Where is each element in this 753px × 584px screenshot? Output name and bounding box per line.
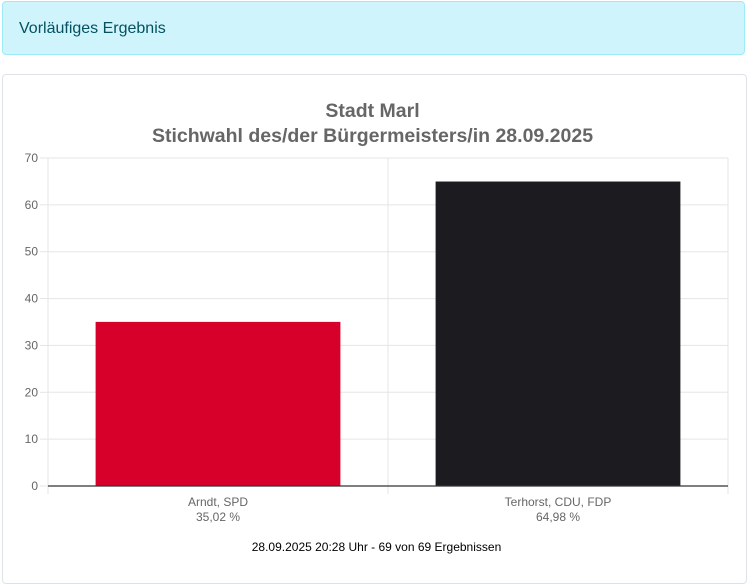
x-value-label: 64,98 % — [536, 510, 580, 524]
bar-2 — [435, 181, 681, 487]
y-tick-label: 20 — [25, 385, 39, 399]
y-tick-label: 70 — [25, 151, 39, 165]
y-tick-label: 0 — [31, 479, 38, 493]
y-tick-label: 50 — [25, 245, 39, 259]
x-category-label: Arndt, SPD — [188, 495, 248, 509]
y-tick-label: 40 — [25, 292, 39, 306]
y-tick-label: 30 — [25, 338, 39, 352]
results-footer: 28.09.2025 20:28 Uhr - 69 von 69 Ergebni… — [251, 540, 502, 554]
bar-1 — [95, 321, 341, 486]
x-value-label: 35,02 % — [196, 510, 240, 524]
alert-text: Vorläufiges Ergebnis — [19, 20, 166, 37]
chart-title-line-1: Stadt Marl — [325, 100, 420, 122]
y-tick-label: 60 — [25, 198, 39, 212]
x-category-label: Terhorst, CDU, FDP — [505, 495, 612, 509]
status-alert: Vorläufiges Ergebnis — [2, 1, 745, 55]
chart-title-line-2: Stichwahl des/der Bürgermeisters/in 28.0… — [151, 125, 594, 147]
y-tick-label: 10 — [25, 432, 39, 446]
